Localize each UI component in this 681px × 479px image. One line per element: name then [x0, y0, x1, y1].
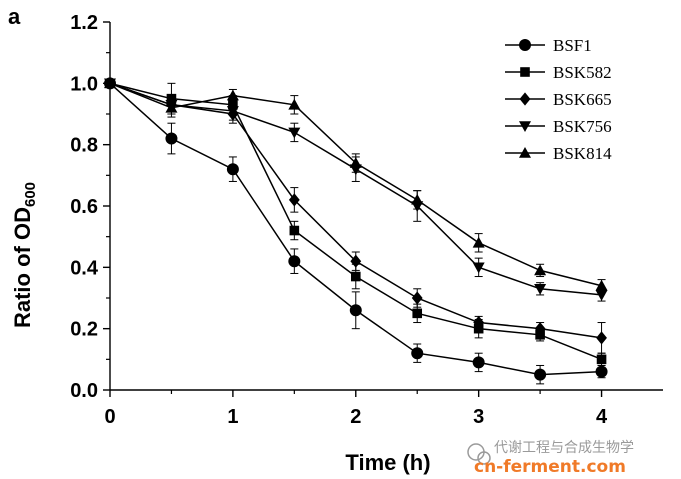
data-point-bsk665 [473, 315, 485, 330]
watermark-site-text: cn-ferment.com [474, 457, 626, 477]
data-point-bsk582 [350, 271, 361, 282]
data-point-bsf1 [165, 132, 178, 145]
series-bsk814 [104, 77, 608, 293]
data-point-bsk665 [596, 331, 607, 345]
watermark: 代谢工程与合成生物学 cn-ferment.com [467, 440, 634, 477]
legend-marker-bsk582 [520, 67, 530, 77]
legend-label-bsk814: BSK814 [553, 144, 612, 163]
data-point-bsf1 [411, 347, 424, 360]
data-point-bsf1 [288, 255, 301, 268]
data-point-bsf1 [226, 163, 239, 176]
y-ticks: 0.0 0.2 0.4 0.6 0.8 1.0 1.2 [70, 12, 110, 402]
data-point-bsf1 [534, 368, 547, 381]
data-point-bsk665 [350, 254, 362, 268]
y-tick-label: 0.6 [70, 196, 98, 218]
data-point-bsk665 [288, 193, 300, 207]
legend-label-bsk582: BSK582 [553, 63, 612, 82]
y-axis-label-subscript: 600 [22, 182, 39, 207]
y-tick-label: 1.0 [70, 73, 98, 95]
legend-item-bsk756: BSK756 [505, 117, 612, 136]
legend-item-bsk814: BSK814 [505, 144, 612, 163]
data-point-bsk814 [411, 193, 424, 205]
data-point-bsk665 [534, 322, 546, 336]
data-point-bsk814 [534, 264, 547, 276]
legend-item-bsk582: BSK582 [505, 63, 612, 82]
data-point-bsk814 [288, 98, 301, 110]
data-point-bsk814 [595, 279, 608, 291]
x-tick-label: 3 [473, 406, 484, 428]
legend-label-bsk756: BSK756 [553, 117, 612, 136]
legend-marker-bsk756 [519, 121, 531, 132]
data-point-bsk756 [595, 290, 608, 301]
legend-marker-bsk665 [519, 92, 531, 106]
legend-marker-bsf1 [519, 39, 531, 51]
data-point-bsk756 [534, 284, 547, 295]
legend: BSF1 BSK582 BSK665 BSK756 BSK814 [505, 36, 612, 163]
data-point-bsk665 [411, 291, 423, 305]
y-tick-label: 0.8 [70, 135, 98, 157]
y-tick-label: 0.0 [70, 380, 98, 402]
y-tick-label: 0.2 [70, 319, 98, 341]
data-point-bsf1 [472, 356, 485, 369]
x-tick-label: 1 [227, 406, 238, 428]
data-point-bsk814 [226, 89, 239, 101]
data-point-bsk582 [412, 308, 423, 319]
data-point-bsk582 [289, 225, 300, 236]
x-axis-label: Time (h) [345, 450, 430, 475]
watermark-cn-text: 代谢工程与合成生物学 [494, 440, 634, 456]
data-point-bsk814 [472, 236, 485, 248]
series-line-bsf1 [109, 82, 602, 376]
data-point-bsk756 [472, 262, 485, 274]
watermark-logo-icon [467, 443, 491, 465]
legend-item-bsk665: BSK665 [505, 90, 612, 109]
data-point-bsk814 [104, 77, 116, 89]
data-point-bsk814 [165, 101, 178, 113]
y-tick-label: 1.2 [70, 12, 98, 34]
y-axis-label: Ratio of OD600 [10, 182, 39, 328]
data-point-bsk814 [349, 157, 362, 168]
x-tick-label: 2 [350, 406, 361, 428]
legend-item-bsf1: BSF1 [505, 36, 592, 55]
x-ticks: 0 1 2 3 4 [104, 390, 608, 428]
data-point-bsf1 [349, 304, 362, 317]
data-point-bsk756 [288, 127, 301, 139]
data-point-bsk756 [226, 106, 239, 117]
legend-label-bsf1: BSF1 [553, 36, 592, 55]
y-tick-label: 0.4 [70, 257, 99, 279]
x-tick-label: 4 [596, 406, 608, 428]
panel-label: a [8, 4, 21, 29]
data-point-bsf1 [595, 365, 608, 378]
legend-label-bsk665: BSK665 [553, 90, 612, 109]
x-tick-label: 0 [104, 406, 115, 428]
data-point-bsk582 [596, 354, 607, 365]
legend-marker-bsk814 [519, 147, 531, 158]
series-layer [104, 76, 608, 385]
y-axis-label-main: Ratio of OD [10, 207, 35, 328]
series-bsf1 [104, 77, 608, 385]
